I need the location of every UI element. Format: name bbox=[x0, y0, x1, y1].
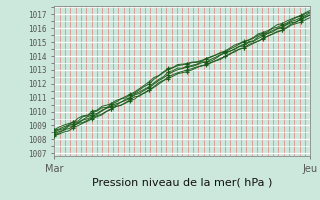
X-axis label: Pression niveau de la mer( hPa ): Pression niveau de la mer( hPa ) bbox=[92, 178, 273, 188]
